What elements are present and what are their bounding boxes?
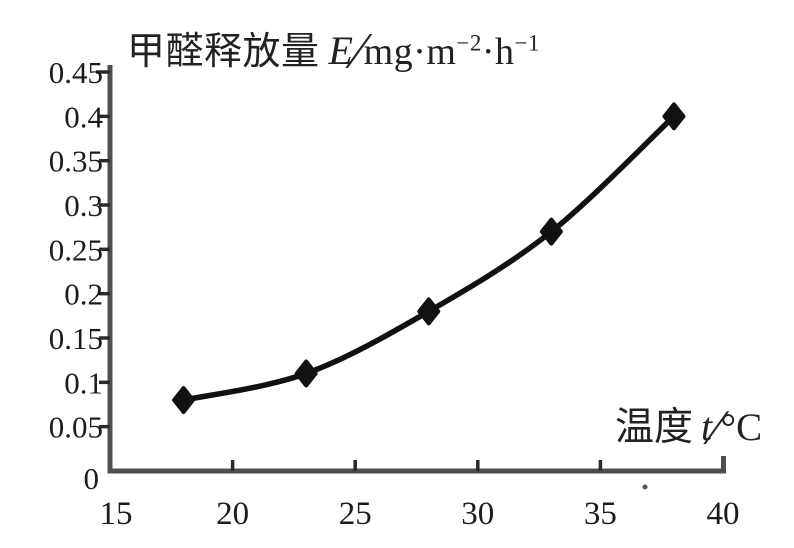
y-tick-label: 0.1 bbox=[64, 365, 103, 400]
x-tick-label: 35 bbox=[584, 496, 617, 532]
data-point-marker bbox=[172, 386, 196, 415]
xlabel-unit: °C bbox=[720, 406, 763, 449]
y-tick-label: 0.2 bbox=[64, 277, 103, 312]
y-tick-label: 0.15 bbox=[49, 321, 103, 356]
xlabel-slash: ∕ bbox=[712, 399, 721, 455]
title-unit-exponent-1: −1 bbox=[514, 30, 541, 56]
x-axis-title: 温度 t∕°C bbox=[615, 396, 762, 452]
data-curve bbox=[180, 113, 677, 403]
data-point-marker bbox=[539, 217, 563, 246]
stray-speck bbox=[642, 484, 648, 490]
data-point-marker bbox=[294, 359, 318, 388]
x-tick-label: 20 bbox=[216, 496, 249, 532]
y-tick-label: 0.25 bbox=[49, 232, 103, 267]
title-unit-base: mg·m bbox=[363, 31, 457, 73]
xlabel-cjk-text: 温度 bbox=[615, 406, 694, 449]
y-tick-label: 0.4 bbox=[64, 99, 103, 134]
y-tick-label: 0.05 bbox=[49, 410, 103, 445]
x-tick-label: 15 bbox=[100, 496, 133, 532]
y-tick-label: 0.35 bbox=[49, 144, 103, 179]
title-unit-mid: ·h bbox=[481, 31, 515, 73]
title-variable-e: E bbox=[328, 28, 354, 73]
data-point-marker bbox=[417, 297, 441, 326]
title-slash: ∕ bbox=[354, 23, 364, 80]
title-cjk-text: 甲醛释放量 bbox=[127, 31, 320, 73]
data-point-marker bbox=[662, 102, 686, 131]
y-tick-label: 0.45 bbox=[49, 55, 103, 90]
title-unit-exponent-2: −2 bbox=[456, 30, 482, 56]
x-tick-label: 30 bbox=[461, 496, 494, 532]
xlabel-variable-t: t bbox=[701, 404, 713, 449]
chart-title: 甲醛释放量 E∕mg·m−2·h−1 bbox=[127, 20, 541, 78]
y-tick-label: 0 bbox=[84, 461, 100, 496]
x-tick-label: 40 bbox=[707, 496, 740, 532]
y-tick-label: 0.3 bbox=[64, 188, 103, 223]
x-tick-label: 25 bbox=[339, 496, 372, 532]
